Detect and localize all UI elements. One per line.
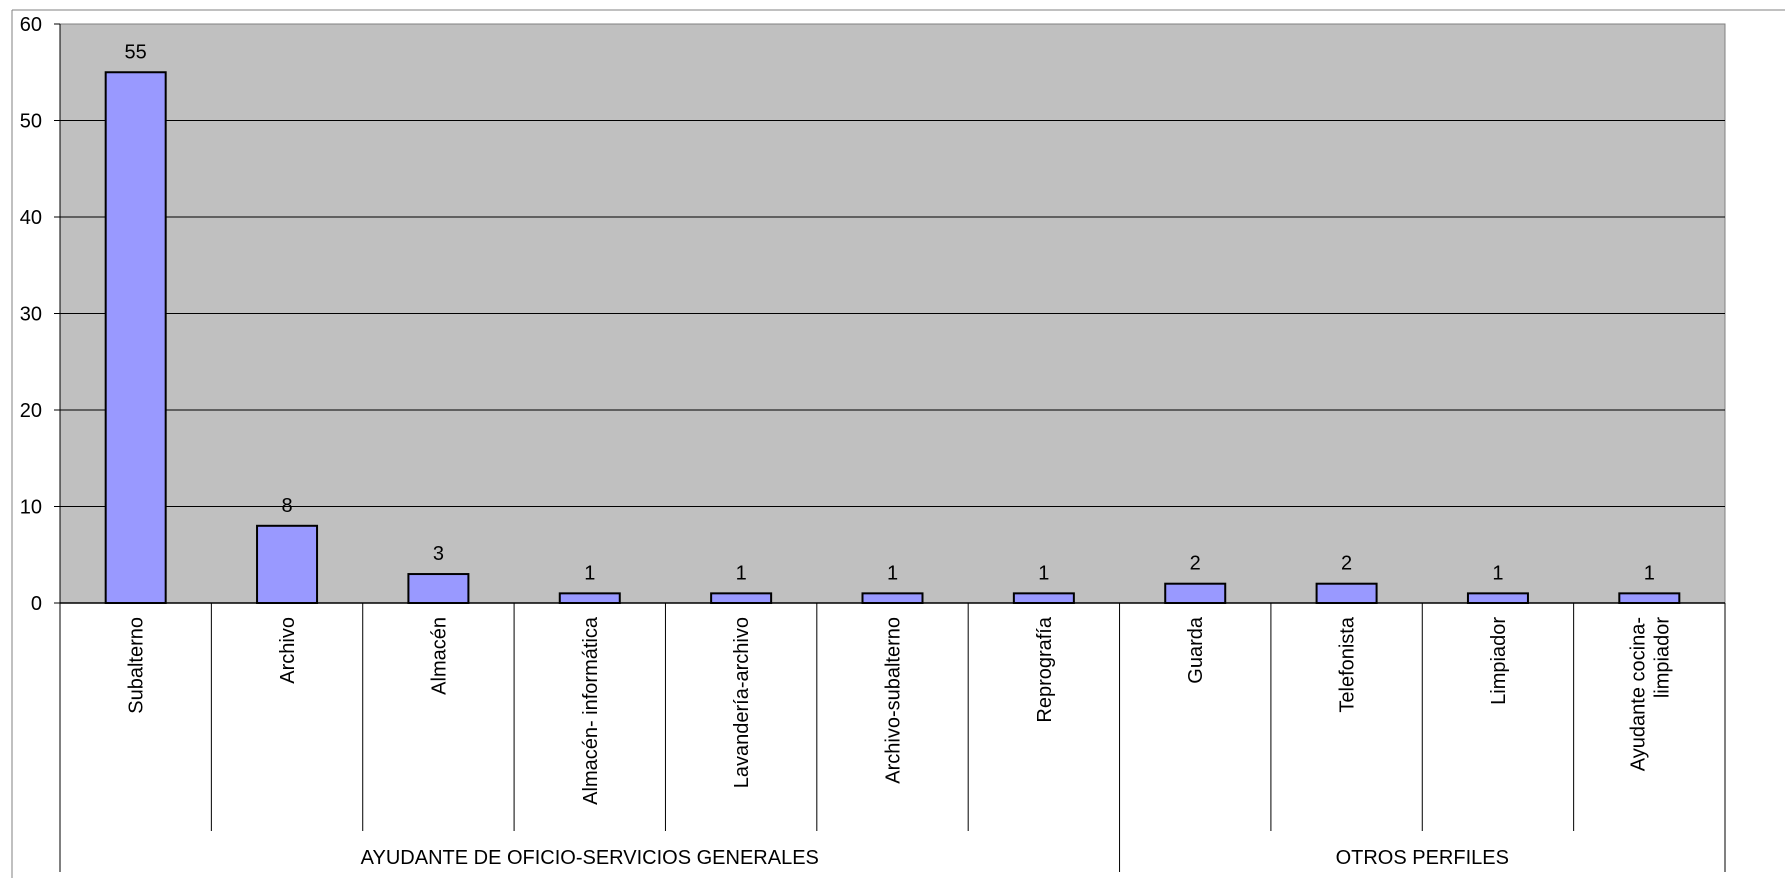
bar: [861, 592, 924, 604]
data-label: 55: [125, 41, 147, 63]
bar: [558, 592, 621, 604]
x-tick-label: Subalterno: [126, 617, 148, 714]
x-tick-label: Reprografía: [1034, 616, 1056, 722]
data-label: 1: [584, 562, 595, 584]
data-label: 1: [736, 562, 747, 584]
bar: [1315, 582, 1378, 605]
x-tick-label-group: Telefonista: [1337, 616, 1359, 712]
bar: [1164, 582, 1227, 605]
data-label: 3: [433, 543, 444, 565]
y-tick-label: 30: [20, 304, 42, 326]
x-tick-label: Almacén- informática: [580, 616, 602, 805]
bar: [104, 71, 167, 604]
x-tick-label-group: Almacén- informática: [580, 616, 602, 805]
x-tick-label: limpiador: [1651, 617, 1673, 698]
data-label: 2: [1190, 553, 1201, 575]
x-tick-label: Almacén: [428, 617, 450, 695]
bar: [1618, 592, 1681, 604]
y-tick-label: 40: [20, 207, 42, 229]
x-tick-label-group: Guarda: [1185, 616, 1207, 684]
x-tick-label-group: Lavandería-archivo: [731, 617, 753, 788]
x-tick-label: Guarda: [1185, 616, 1207, 684]
data-label: 8: [281, 495, 292, 517]
group-label: OTROS PERFILES: [1336, 847, 1509, 869]
x-tick-label: Limpiador: [1488, 617, 1510, 705]
data-label: 1: [1038, 562, 1049, 584]
bar: [1012, 592, 1075, 604]
x-tick-label: Archivo-subalterno: [883, 617, 905, 784]
bar: [256, 524, 319, 604]
data-label: 1: [887, 562, 898, 584]
y-tick-label: 20: [20, 400, 42, 422]
y-tick-label: 10: [20, 497, 42, 519]
data-label: 1: [1492, 562, 1503, 584]
bar: [1466, 592, 1529, 604]
x-tick-label: Telefonista: [1337, 616, 1359, 712]
x-tick-label: Archivo: [277, 617, 299, 684]
x-tick-label-group: Almacén: [428, 617, 450, 695]
bar: [407, 573, 470, 604]
x-tick-label-group: Ayudante cocina-limpiador: [1627, 617, 1673, 772]
y-tick-label: 50: [20, 111, 42, 133]
y-tick-label: 60: [20, 14, 42, 36]
x-tick-label-group: Archivo: [277, 617, 299, 684]
x-tick-label-group: Archivo-subalterno: [883, 617, 905, 784]
data-label: 1: [1644, 562, 1655, 584]
x-tick-label-group: Subalterno: [126, 617, 148, 714]
x-tick-label-group: Reprografía: [1034, 616, 1056, 722]
y-tick-label: 0: [31, 593, 42, 615]
data-label: 2: [1341, 553, 1352, 575]
group-label: AYUDANTE DE OFICIO-SERVICIOS GENERALES: [361, 847, 819, 869]
x-tick-label-group: Limpiador: [1488, 617, 1510, 705]
bar: [710, 592, 773, 604]
x-tick-label: Lavandería-archivo: [731, 617, 753, 788]
x-tick-label: Ayudante cocina-: [1627, 617, 1649, 771]
